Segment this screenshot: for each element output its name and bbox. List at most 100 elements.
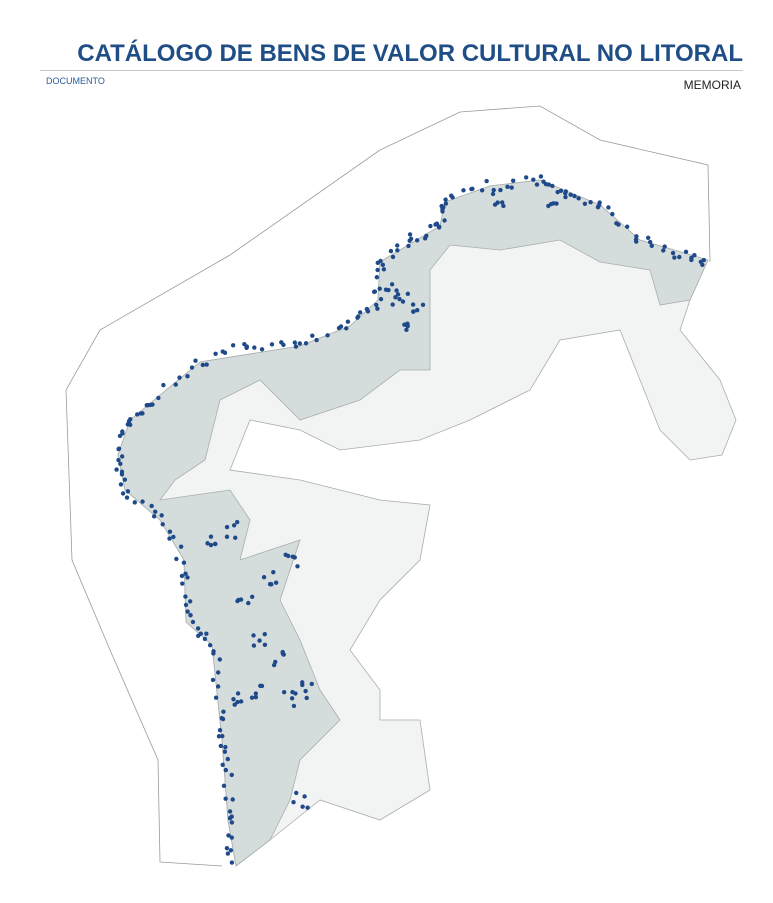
header-divider [40,70,743,71]
heritage-point [119,469,125,474]
heritage-point [689,255,694,260]
heritage-point [634,234,639,239]
heritage-point [224,534,230,539]
heritage-point [292,340,298,345]
heritage-point [582,201,588,206]
heritage-point [156,395,161,401]
heritage-point [235,691,241,696]
heritage-point [289,696,295,701]
heritage-point [174,556,179,562]
heritage-point [246,600,251,606]
heritage-point [160,522,165,527]
heritage-point [531,177,536,182]
heritage-point [450,195,455,200]
heritage-point [291,799,296,805]
heritage-point [249,695,255,700]
heritage-point [220,716,226,722]
heritage-point [208,542,214,548]
heritage-point [442,218,447,223]
heritage-point [151,514,157,519]
heritage-point [390,302,395,307]
heritage-point [271,570,276,575]
heritage-point [400,299,406,304]
heritage-point [436,225,442,230]
heritage-point [148,402,153,408]
heritage-point [122,477,128,482]
heritage-point [251,643,257,648]
heritage-point [692,253,697,258]
heritage-point [509,185,514,190]
heritage-point [119,454,125,459]
heritage-point [484,178,489,184]
heritage-point [221,709,226,714]
heritage-point [439,203,444,209]
heritage-point [185,575,190,580]
heritage-point [180,581,185,586]
heritage-point [249,594,255,600]
heritage-point [470,186,475,192]
heritage-point [188,613,193,618]
page-title: CATÁLOGO DE BENS DE VALOR CULTURAL NO LI… [77,40,743,67]
heritage-point [338,324,344,329]
heritage-point [220,762,225,768]
heritage-point [253,694,259,700]
heritage-point [700,262,705,267]
heritage-point [125,489,131,494]
heritage-point [505,184,510,190]
heritage-point [185,374,190,379]
heritage-point [216,670,221,675]
heritage-point [124,495,130,500]
heritage-point [649,243,655,249]
heritage-point [218,743,224,749]
heritage-point [253,691,259,696]
heritage-point [227,809,233,814]
heritage-point [293,344,299,349]
heritage-point [677,254,682,260]
coastal-municipalities [117,179,709,867]
heritage-point [216,734,222,739]
heritage-point [661,248,666,253]
heritage-point [222,749,228,754]
heritage-point [181,560,187,565]
heritage-point [261,575,267,580]
heritage-point [167,536,172,541]
heritage-point [433,222,438,227]
heritage-point [616,222,621,227]
heritage-point [572,193,577,199]
heritage-point [404,327,409,333]
heritage-point [140,499,145,504]
heritage-point [204,631,209,636]
heritage-point [231,523,237,528]
heritage-point [461,188,466,193]
heritage-point [173,382,178,387]
heritage-point [378,258,383,264]
heritage-point [195,626,201,631]
heritage-point [229,835,234,840]
heritage-point [380,262,386,268]
heritage-point [251,633,256,638]
heritage-point [116,457,121,463]
heritage-point [223,796,228,801]
heritage-point [672,255,677,260]
heritage-point [568,192,573,197]
heritage-point [234,519,240,525]
document-label: DOCUMENTO [46,76,105,86]
heritage-point [683,249,689,255]
heritage-point [229,820,235,825]
heritage-point [269,342,275,347]
heritage-point [610,211,615,217]
heritage-point [149,503,154,509]
heritage-point [372,289,378,294]
heritage-point [189,365,195,370]
heritage-point [177,375,182,380]
heritage-point [231,696,236,702]
heritage-point [116,446,121,452]
heritage-point [205,541,210,546]
heritage-point [546,203,551,209]
heritage-point [302,794,307,799]
heritage-point [358,310,363,315]
heritage-point [262,642,268,648]
heritage-point [220,733,225,739]
heritage-point [114,467,119,472]
